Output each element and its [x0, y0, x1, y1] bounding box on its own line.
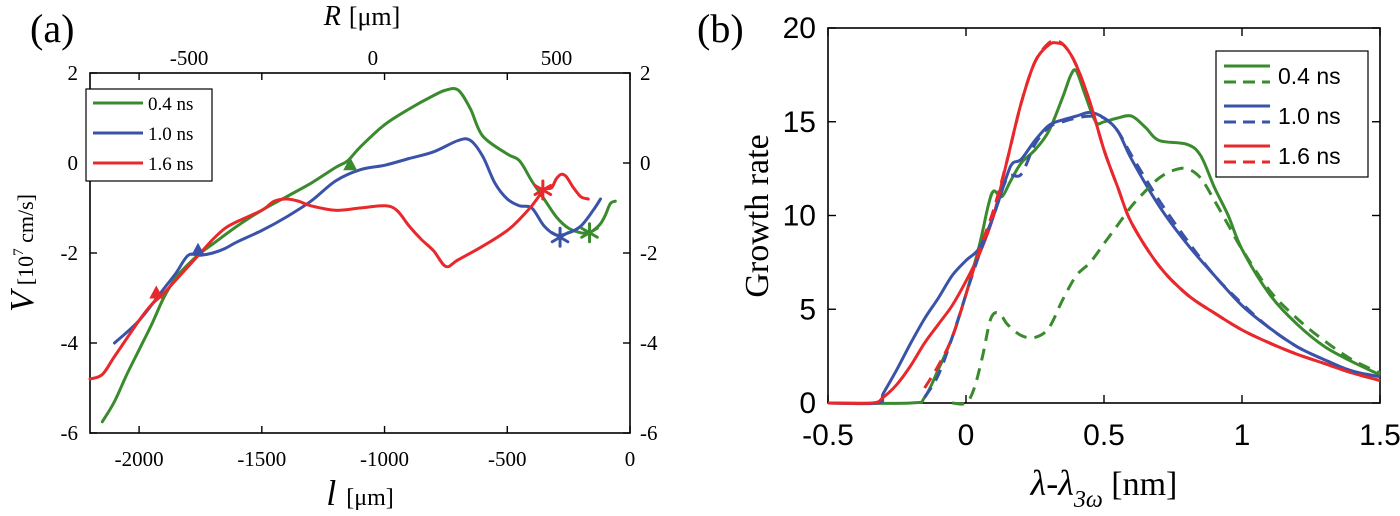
- a-xtick-label-top: 500: [541, 46, 573, 70]
- b-series-line-2: [827, 41, 1381, 405]
- b-xtick-label: 1.5: [1359, 419, 1400, 452]
- panel-b-ylabel: Growth rate: [739, 134, 776, 297]
- panel-b-legend-label-0: 0.4 ns: [1278, 63, 1341, 89]
- panel-b-legend: 0.4 ns 1.0 ns 1.6 ns: [1215, 50, 1369, 178]
- panel-a-legend-label-1: 1.0 ns: [148, 124, 193, 145]
- a-ytick-label-right: -6: [640, 421, 658, 445]
- a-ytick-label-right: -4: [640, 331, 658, 355]
- panel-b-legend-box: [1215, 50, 1369, 178]
- b-xtick-label: 1: [1234, 419, 1251, 452]
- a-ytick-label-right: 2: [640, 61, 651, 85]
- panel-a-ylabel-tail: cm/s]: [13, 194, 38, 248]
- a-xtick-label-top: -500: [170, 46, 209, 70]
- panel-a-ylabel-unit: [10: [13, 256, 38, 285]
- panel-a-xlabel-main: l: [326, 473, 336, 513]
- panel-a-ticks: -2000 -1500 -1000 -500 0 -500 0 500 -6 -6 -4 -4 -2 -2…: [61, 46, 658, 471]
- b-ytick-label: 5: [799, 293, 816, 326]
- panel-a-label: (a): [30, 6, 74, 51]
- panel-a-ylabel-main: V: [4, 287, 41, 312]
- a-marker-asterisk: [580, 222, 599, 244]
- panel-b-xlabel-sub: 3ω: [1073, 487, 1103, 513]
- a-ytick-label-left: 0: [68, 151, 79, 175]
- b-series-line-1: [827, 110, 1381, 406]
- a-marker-asterisk: [550, 226, 570, 248]
- b-ytick-label: 0: [799, 387, 816, 420]
- panel-a-legend-label-0: 0.4 ns: [148, 94, 193, 115]
- a-marker-triangle: [343, 157, 358, 171]
- panel-a-legend-label-2: 1.6 ns: [148, 154, 193, 175]
- b-ytick-label: 20: [783, 12, 816, 45]
- a-marker-triangle: [191, 242, 205, 256]
- a-ytick-label-left: 2: [68, 61, 79, 85]
- a-series-line-2: [88, 172, 590, 381]
- panel-b-label: (b): [697, 6, 744, 51]
- b-xtick-label: 0: [958, 419, 975, 452]
- b-xtick-label: -0.5: [802, 419, 854, 452]
- panel-a-xlabel: l [μm]: [326, 473, 394, 513]
- a-xtick-label-bottom: 0: [625, 447, 636, 471]
- a-ytick-label-right: -2: [640, 241, 658, 265]
- panel-a-legend: 0.4 ns 1.0 ns 1.6 ns: [85, 88, 213, 182]
- a-xtick-label-bottom: -500: [488, 447, 527, 471]
- panel-a-xlabel-unit: [μm]: [346, 485, 394, 511]
- a-xtick-label-bottom: -1500: [237, 447, 286, 471]
- panel-a-ylabel: V[107 cm/s]: [4, 194, 41, 312]
- panel-b-legend-label-2: 1.6 ns: [1278, 143, 1341, 169]
- b-ytick-label: 10: [783, 200, 816, 233]
- panel-a-top-label: R [μm]: [323, 1, 401, 32]
- panel-a-top-label-main: R: [323, 1, 341, 32]
- a-marker-triangle: [149, 285, 164, 299]
- a-ytick-label-left: -6: [61, 421, 79, 445]
- b-series-line-4: [923, 114, 1381, 399]
- a-xtick-label-bottom: -2000: [115, 447, 164, 471]
- b-xtick-label: 0.5: [1083, 419, 1125, 452]
- b-series-line-3: [952, 166, 1381, 406]
- a-marker-asterisk: [533, 179, 553, 201]
- a-ytick-label-left: -4: [61, 331, 79, 355]
- a-ytick-label-left: -2: [61, 241, 79, 265]
- panel-b-xlabel: λ-λ3ω [nm]: [1030, 463, 1178, 513]
- panel-a-markers: [149, 157, 599, 299]
- a-xtick-label-bottom: -1000: [360, 447, 409, 471]
- panel-b-xlabel-unit: [nm]: [1103, 466, 1178, 503]
- panel-b-xlabel-pre: λ-λ: [1030, 463, 1074, 503]
- a-xtick-label-top: 0: [368, 46, 379, 70]
- panel-a-ylabel-exp: 7: [11, 248, 27, 256]
- panel-b-series: [827, 39, 1381, 406]
- a-ytick-label-right: 0: [640, 151, 651, 175]
- panel-a: (a) -2000 -1500 -1000 -500 0 -500 0 500 -6 -6 -4 -4…: [4, 1, 658, 513]
- b-series-line-5: [923, 39, 1381, 389]
- panel-a-top-label-unit: [μm]: [349, 2, 400, 31]
- b-ytick-label: 15: [783, 106, 816, 139]
- panel-b-legend-label-1: 1.0 ns: [1278, 103, 1341, 129]
